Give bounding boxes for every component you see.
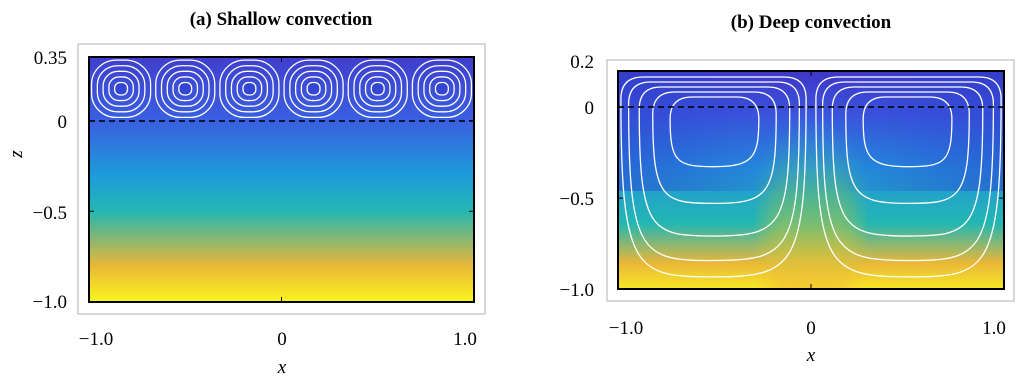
panel-b-xtick-1: 0 [806,318,816,339]
panel-b-streamline-left-4 [669,96,760,168]
panel-a-cell-3-loop-0 [283,59,344,119]
panel-b-streamline-left-0 [620,76,807,278]
panel-a-cell-core-5 [434,81,449,96]
panel-b-streamline-left-3 [652,91,777,205]
panel-a-ticks [88,56,475,303]
panel-b-axes-frame [606,59,1015,302]
panel-b-ytick-1: 0 [585,98,595,119]
panel-b-streamline-right-1 [821,81,995,262]
panel-b: (b) Deep convection 0.2 0 −0.5 −1.0 −1.0… [560,12,1015,366]
panel-b-xtick-2: 1.0 [982,318,1006,339]
panel-a-cell-1-loop-2 [166,70,204,107]
panel-a: (a) Shallow convection 0.35 0 −0.5 −1.0 … [6,9,486,378]
panel-b-ticks [617,70,1005,290]
panel-b-ytick-0: 0.2 [570,52,594,73]
panel-a-xtick-2: 1.0 [453,329,477,350]
panel-a-streamlines [90,59,473,119]
panel-a-xlabel: x [277,357,287,378]
panel-b-streamline-left-2 [638,86,791,237]
panel-a-cell-4-loop-4 [370,81,385,96]
panel-b-ytick-2: −0.5 [560,189,594,210]
panel-b-plume [765,117,857,289]
panel-a-cell-1-loop-4 [178,81,193,96]
panel-a-cell-core-1 [178,81,193,96]
panel-a-cell-5-loop-2 [423,70,461,107]
panel-a-cell-core-3 [306,81,321,96]
panel-a-cell-5-loop-1 [417,65,467,113]
panel-b-streamline-right-3 [845,91,970,205]
panel-a-cell-core-2 [242,81,257,96]
panel-a-cell-core-4 [370,81,385,96]
panel-b-streamline-right-4 [862,96,953,168]
panel-a-heatmap [89,57,474,302]
panel-a-cell-1-loop-3 [172,76,199,102]
panel-b-ytick-3: −1.0 [560,280,594,301]
panel-a-ytick-0: 0.35 [34,48,67,69]
panel-a-xtick-1: 0 [277,329,287,350]
panel-a-cell-0-loop-4 [114,81,129,96]
panel-a-cell-3-loop-2 [294,70,333,107]
panel-a-ytick-2: −0.5 [33,203,67,224]
panel-a-cell-3-loop-4 [306,81,321,96]
panel-b-xlabel: x [806,345,816,366]
panel-a-cell-2-loop-1 [225,65,274,113]
panel-b-xtick-0: −1.0 [609,318,643,339]
panel-a-cell-0-loop-2 [102,70,140,107]
panel-a-cell-1-loop-1 [160,65,210,113]
panel-a-cell-5-loop-3 [429,76,455,102]
panel-b-streamline-left-1 [627,81,801,262]
panel-a-cell-4-loop-0 [347,59,408,119]
panel-a-xtick-0: −1.0 [79,329,113,350]
panel-a-axes-frame [77,43,486,315]
panel-a-cell-2-loop-0 [219,59,280,119]
panel-b-streamline-right-0 [815,76,1002,278]
panel-a-cell-4-loop-2 [359,70,397,107]
panel-a-cell-1-loop-0 [155,59,216,119]
panel-a-cell-3-loop-3 [300,76,327,102]
panel-b-streamlines [620,76,1002,278]
panel-a-cell-4-loop-1 [353,65,403,113]
panel-a-cell-3-loop-1 [289,65,338,113]
panel-a-cell-5-loop-4 [434,81,449,96]
panel-a-cell-5-loop-0 [411,59,473,119]
panel-a-ytick-1: 0 [58,112,68,133]
panel-a-cell-4-loop-3 [364,76,391,102]
panel-a-cell-0-loop-1 [96,65,146,113]
panel-a-ylabel: z [6,150,27,159]
panel-a-cell-2-loop-3 [236,76,263,102]
panel-a-cell-core-0 [114,81,129,96]
panel-a-cell-0-loop-3 [108,76,134,102]
panel-a-ytick-3: −1.0 [33,292,67,313]
panel-a-cell-0-loop-0 [90,59,152,119]
panel-a-title: (a) Shallow convection [190,9,373,30]
panel-a-cell-2-loop-4 [242,81,257,96]
panel-b-streamline-right-2 [831,86,984,237]
panel-a-cell-2-loop-2 [230,70,269,107]
panel-b-title: (b) Deep convection [731,12,892,33]
